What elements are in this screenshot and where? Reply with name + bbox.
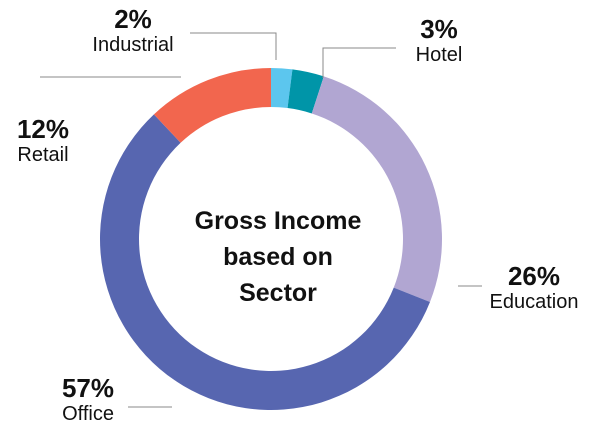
slice-name-hotel: Hotel [415,44,463,66]
slice-label-office: 57% Office [38,374,138,426]
chart-title-line-1: Gross Income [194,207,362,235]
slice-percent-industrial: 2% [114,4,152,34]
slice-name-industrial: Industrial [92,34,174,56]
slice-retail [153,68,271,143]
slice-label-industrial: 2% Industrial [70,5,196,57]
slice-education [311,76,442,302]
slice-percent-office: 57% [61,373,115,403]
chart-title-line-3: Sector [239,279,317,307]
slice-label-education: 26% Education [478,262,590,314]
slice-industrial [271,68,293,109]
donut-slices [99,68,442,411]
leader-lines [40,32,482,408]
slice-label-hotel: 3% Hotel [405,15,473,67]
slice-name-office: Office [62,403,114,425]
slice-percent-retail: 12% [16,114,70,144]
leader-line-industrial [190,32,277,60]
slice-hotel [287,69,324,114]
chart-title: Gross Income based on Sector [160,203,396,311]
slice-percent-education: 26% [507,261,561,291]
slice-label-retail: 12% Retail [0,115,86,167]
slice-percent-hotel: 3% [420,14,458,44]
chart-title-line-2: based on [223,243,333,271]
slice-name-education: Education [489,291,579,313]
slice-office [99,114,430,411]
slice-name-retail: Retail [17,144,69,166]
leader-line-hotel [322,47,396,78]
